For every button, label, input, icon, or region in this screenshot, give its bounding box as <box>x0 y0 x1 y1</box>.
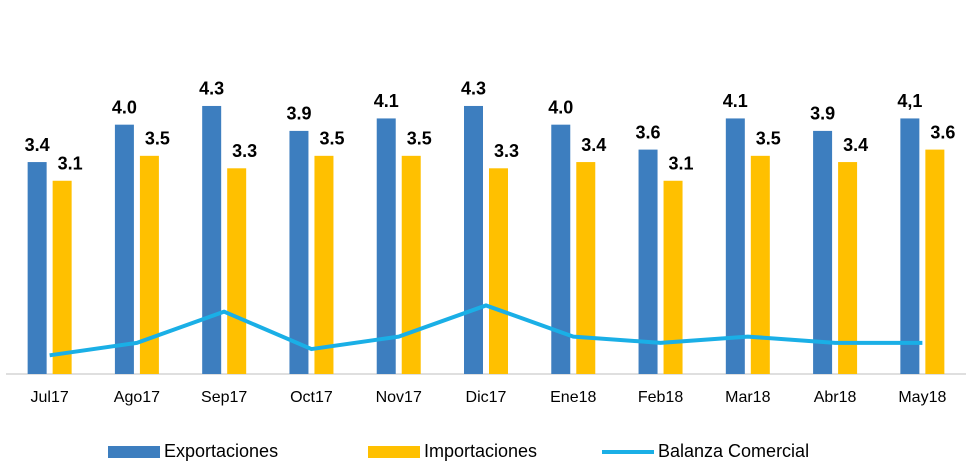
legend-label: Importaciones <box>424 441 537 461</box>
data-label: 3.3 <box>494 141 519 161</box>
bar <box>925 149 945 374</box>
data-label: 3.1 <box>58 154 83 174</box>
bar <box>289 130 309 374</box>
x-tick-label: Feb18 <box>638 389 683 406</box>
bar <box>376 118 396 374</box>
bar <box>576 162 596 374</box>
data-label: 3.3 <box>232 141 257 161</box>
bar <box>401 155 421 374</box>
data-label: 4.3 <box>199 79 224 99</box>
data-label: 3.4 <box>843 135 868 155</box>
data-label: 3.1 <box>669 154 694 174</box>
data-label: 3.4 <box>25 135 50 155</box>
data-label: 4.0 <box>112 97 137 117</box>
data-label: 3.6 <box>930 122 955 142</box>
data-label: 4.3 <box>461 79 486 99</box>
data-label: 3.5 <box>407 129 432 149</box>
bar <box>464 105 483 374</box>
line <box>49 303 923 358</box>
x-tick-label: Oct17 <box>290 389 333 406</box>
x-tick-label: Dic17 <box>466 389 507 406</box>
x-tick-label: Ago17 <box>114 389 160 406</box>
data-label: 4,1 <box>897 91 922 111</box>
bar <box>202 105 222 374</box>
bar <box>663 180 683 374</box>
data-label: 3.5 <box>145 129 170 149</box>
legend-label: Balanza Comercial <box>658 441 809 461</box>
data-label: 3.9 <box>810 104 835 124</box>
bar <box>52 180 72 374</box>
x-tick-label: Ene18 <box>550 389 596 406</box>
x-tick-label: Abr18 <box>814 389 857 406</box>
bar <box>900 118 920 374</box>
data-label: 3.5 <box>756 129 781 149</box>
data-label: 3.5 <box>319 129 344 149</box>
bar <box>114 124 134 375</box>
x-tick-label: Jul17 <box>31 389 69 406</box>
x-tick-label: May18 <box>898 389 946 406</box>
data-label: 3.9 <box>286 104 311 124</box>
bar <box>725 118 745 374</box>
data-label: 3.4 <box>581 135 606 155</box>
data-label: 3.6 <box>636 122 661 142</box>
bar <box>27 162 47 374</box>
x-tick-label: Mar18 <box>725 389 770 406</box>
data-label: 4.0 <box>548 97 573 117</box>
bar <box>638 149 658 374</box>
bar <box>838 162 858 374</box>
x-tick-label: Nov17 <box>376 389 422 406</box>
data-label: 4.1 <box>374 91 399 111</box>
bar <box>750 155 770 374</box>
legend-swatch <box>368 446 420 458</box>
x-tick-label: Sep17 <box>201 389 247 406</box>
bar <box>314 155 334 374</box>
bar <box>139 155 159 374</box>
bar <box>551 124 571 375</box>
bar <box>813 130 833 374</box>
data-label: 4.1 <box>723 91 748 111</box>
legend-label: Exportaciones <box>164 441 278 461</box>
bar <box>227 168 247 374</box>
legend-swatch <box>108 446 160 458</box>
bar <box>489 168 508 374</box>
